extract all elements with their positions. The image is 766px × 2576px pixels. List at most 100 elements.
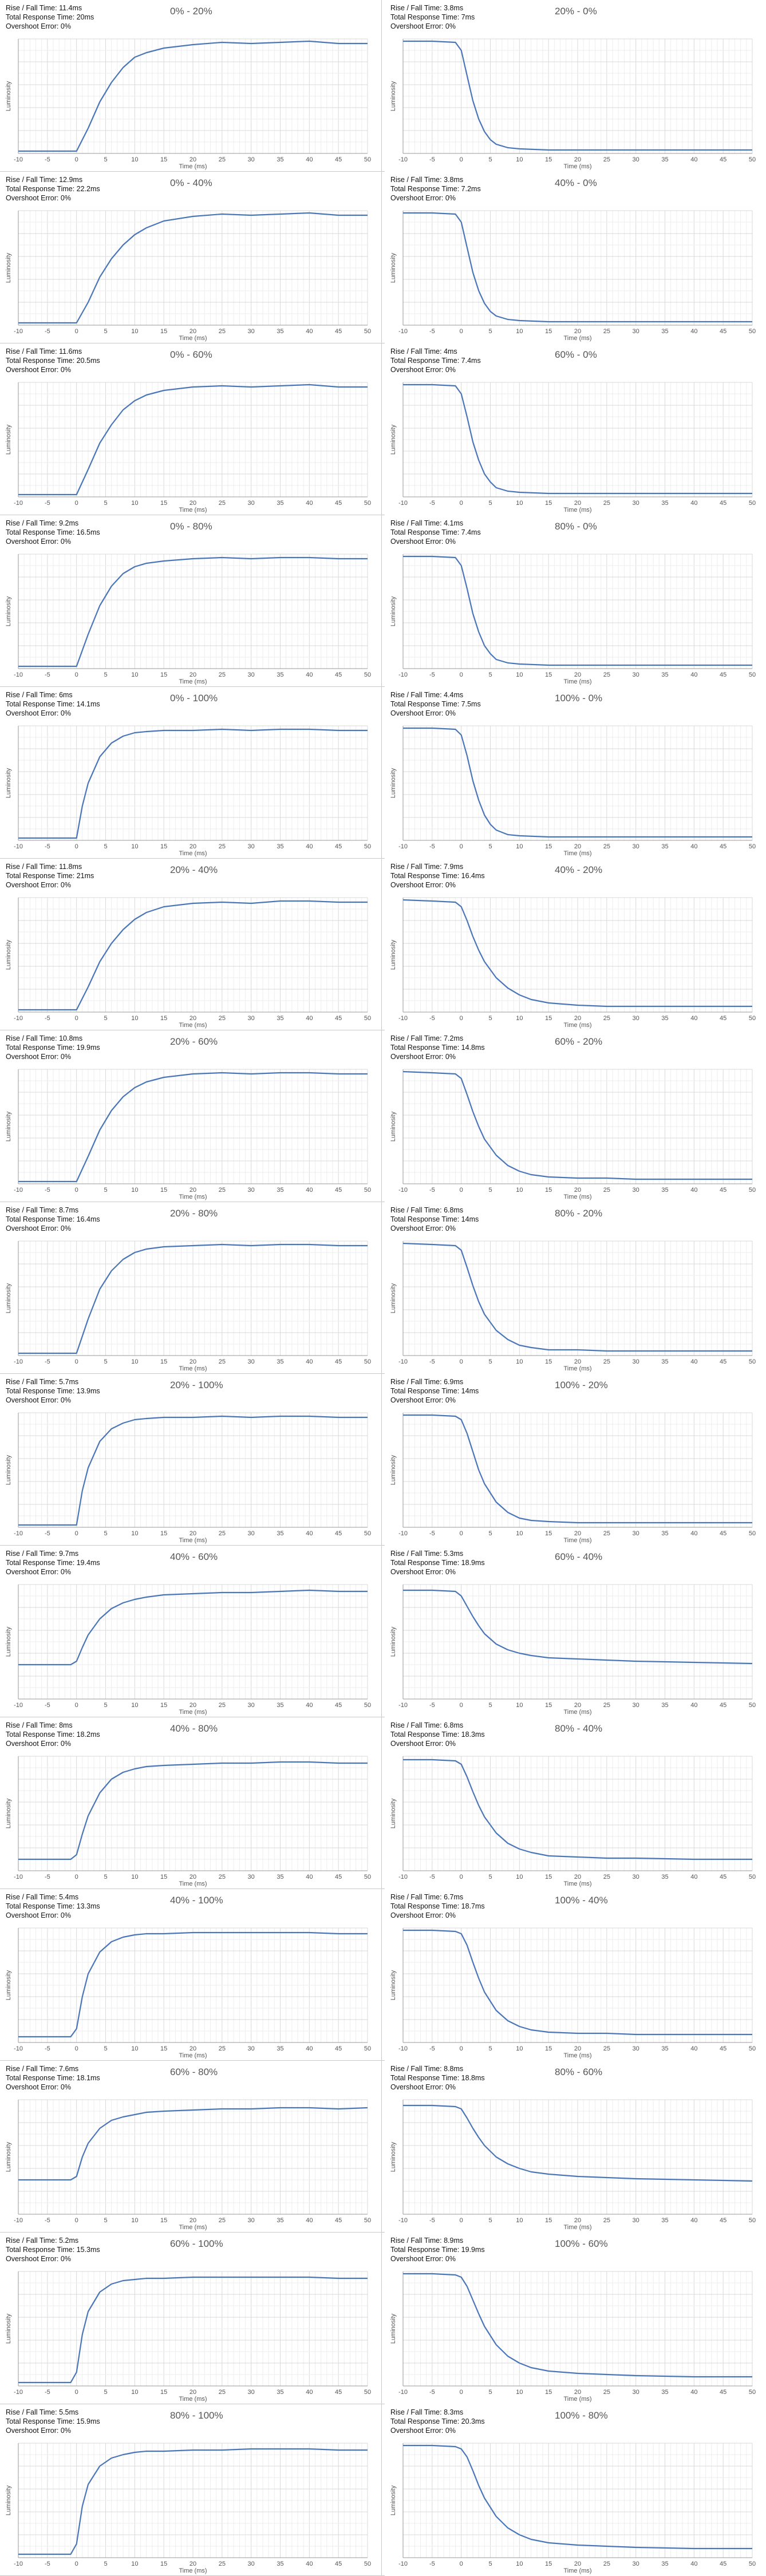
x-tick-label: 10 — [131, 328, 138, 335]
x-tick-label: 10 — [516, 1358, 523, 1365]
x-tick-label: 5 — [488, 2045, 492, 2052]
plot-svg: -10 -5 0 5 10 15 20 25 30 35 40 45 50 Time (ms) Lumino… — [390, 1927, 756, 2059]
stats-block: Rise / Fall Time: 5.5ms Total Response Ti… — [6, 2408, 100, 2435]
plot-svg: -10 -5 0 5 10 15 20 25 30 35 40 45 50 Time (ms) Lumino… — [390, 1584, 756, 1716]
overshoot-error: Overshoot Error: 0% — [390, 881, 456, 889]
x-tick-label: 35 — [277, 1530, 283, 1537]
x-tick-label: 35 — [277, 843, 283, 850]
plot-svg: -10 -5 0 5 10 15 20 25 30 35 40 45 50 Time (ms) Lumino… — [5, 2099, 371, 2231]
chart-panel: -10 -5 0 5 10 15 20 25 30 35 40 45 50 Time (ms) Lumino… — [385, 172, 766, 343]
rise-fall-time: Rise / Fall Time: 5.5ms — [6, 2408, 79, 2416]
stats-block: Rise / Fall Time: 5.7ms Total Response Ti… — [6, 1377, 100, 1405]
y-axis-label: Luminosity — [390, 1455, 397, 1485]
x-tick-label: 45 — [720, 1874, 726, 1880]
x-tick-label: -10 — [14, 500, 23, 507]
x-tick-label: 25 — [603, 328, 610, 335]
chart-panel: -10 -5 0 5 10 15 20 25 30 35 40 45 50 Time (ms) Lumino… — [0, 859, 381, 1030]
x-tick-label: 10 — [131, 2389, 138, 2396]
x-tick-label: 10 — [131, 671, 138, 678]
x-tick-label: 5 — [104, 500, 107, 507]
x-tick-label: 50 — [749, 2045, 756, 2052]
x-tick-label: -10 — [14, 2045, 23, 2052]
chart-panel: -10 -5 0 5 10 15 20 25 30 35 40 45 50 Time (ms) Lumino… — [385, 1889, 766, 2061]
row-divider — [0, 2060, 766, 2061]
total-response-time: Total Response Time: 15.3ms — [6, 2246, 100, 2254]
total-response-time: Total Response Time: 14ms — [390, 1387, 479, 1395]
plot-svg: -10 -5 0 5 10 15 20 25 30 35 40 45 50 Time (ms) Lumino… — [5, 1927, 371, 2059]
x-tick-label: 25 — [603, 1874, 610, 1880]
total-response-time: Total Response Time: 7.4ms — [390, 357, 481, 365]
chart-panel: -10 -5 0 5 10 15 20 25 30 35 40 45 50 Time (ms) Lumino… — [385, 1202, 766, 1374]
x-tick-label: 40 — [306, 156, 313, 163]
x-tick-label: 45 — [335, 156, 342, 163]
x-tick-label: -5 — [429, 500, 435, 507]
x-tick-label: 50 — [749, 1874, 756, 1880]
x-tick-label: 15 — [160, 843, 167, 850]
row-divider — [0, 1545, 766, 1546]
x-tick-label: 50 — [749, 2389, 756, 2396]
overshoot-error: Overshoot Error: 0% — [6, 538, 71, 546]
x-tick-label: -10 — [398, 671, 408, 678]
y-axis-label: Luminosity — [390, 424, 397, 455]
x-tick-label: 15 — [160, 671, 167, 678]
stats-block: Rise / Fall Time: 4.1ms Total Response Ti… — [390, 519, 481, 546]
x-tick-label: -10 — [398, 1874, 408, 1880]
x-tick-label: 25 — [219, 328, 226, 335]
series-line — [403, 384, 752, 495]
x-tick-label: 25 — [219, 1530, 226, 1537]
x-tick-label: 15 — [545, 2389, 552, 2396]
x-tick-label: 40 — [690, 156, 697, 163]
x-tick-label: 50 — [749, 328, 756, 335]
chart-panel: -10 -5 0 5 10 15 20 25 30 35 40 45 50 Time (ms) Lumino… — [0, 343, 381, 515]
x-tick-label: 0 — [75, 2045, 78, 2052]
plot-svg: -10 -5 0 5 10 15 20 25 30 35 40 45 50 Time (ms) Lumino… — [5, 2271, 371, 2403]
x-tick-label: 30 — [633, 500, 639, 507]
x-tick-label: 5 — [488, 1874, 492, 1880]
total-response-time: Total Response Time: 18.2ms — [6, 1730, 100, 1739]
x-tick-label: 5 — [488, 843, 492, 850]
x-tick-label: 0 — [75, 2217, 78, 2224]
chart-panel: -10 -5 0 5 10 15 20 25 30 35 40 45 50 Time (ms) Lumino… — [385, 1030, 766, 1202]
series-line — [402, 1242, 752, 1352]
chart-title: 60% - 40% — [555, 1551, 603, 1562]
x-tick-label: 40 — [306, 1702, 313, 1709]
series-line — [18, 384, 368, 496]
rise-fall-time: Rise / Fall Time: 8.3ms — [390, 2408, 464, 2416]
x-tick-label: 25 — [603, 1187, 610, 1194]
x-tick-label: 15 — [160, 2561, 167, 2567]
x-tick-label: 10 — [131, 1702, 138, 1709]
chart-title: 40% - 0% — [555, 177, 597, 188]
x-tick-label: 0 — [75, 2389, 78, 2396]
x-tick-label: 45 — [335, 1187, 342, 1194]
chart-title: 0% - 80% — [170, 521, 212, 532]
chart-title: 20% - 0% — [555, 6, 597, 17]
total-response-time: Total Response Time: 19.9ms — [390, 2246, 485, 2254]
chart-title: 0% - 60% — [170, 349, 212, 360]
x-tick-label: 15 — [545, 1702, 552, 1709]
x-tick-label: 5 — [104, 671, 107, 678]
rise-fall-time: Rise / Fall Time: 6.7ms — [390, 1893, 464, 1901]
chart-title: 40% - 20% — [555, 864, 603, 875]
y-axis-label: Luminosity — [5, 2313, 12, 2344]
chart-panel: -10 -5 0 5 10 15 20 25 30 35 40 45 50 Time (ms) Lumino… — [385, 2061, 766, 2233]
series-line — [403, 727, 752, 838]
chart-title: 20% - 100% — [170, 1380, 223, 1390]
x-tick-label: 45 — [335, 1702, 342, 1709]
x-tick-label: 50 — [364, 1530, 371, 1537]
rise-fall-time: Rise / Fall Time: 7.9ms — [390, 863, 464, 871]
x-tick-label: 50 — [364, 1187, 371, 1194]
stats-block: Rise / Fall Time: 4.4ms Total Response Ti… — [390, 690, 481, 718]
x-tick-label: 50 — [749, 1530, 756, 1537]
chart-title: 0% - 20% — [170, 6, 212, 17]
plot-svg: -10 -5 0 5 10 15 20 25 30 35 40 45 50 Time (ms) Lumino… — [5, 1584, 371, 1716]
x-tick-label: 20 — [189, 1530, 196, 1537]
x-tick-label: 0 — [460, 156, 463, 163]
chart-panel: -10 -5 0 5 10 15 20 25 30 35 40 45 50 Time (ms) Lumino… — [385, 1717, 766, 1889]
stats-block: Rise / Fall Time: 4ms Total Response Time… — [390, 347, 481, 374]
x-tick-label: 5 — [104, 1358, 107, 1365]
x-tick-label: 25 — [219, 1874, 226, 1880]
x-tick-label: 20 — [574, 2045, 581, 2052]
chart-panel: -10 -5 0 5 10 15 20 25 30 35 40 45 50 Time (ms) Lumino… — [0, 1546, 381, 1717]
y-axis-label: Luminosity — [5, 1798, 12, 1828]
x-tick-label: 20 — [574, 156, 581, 163]
